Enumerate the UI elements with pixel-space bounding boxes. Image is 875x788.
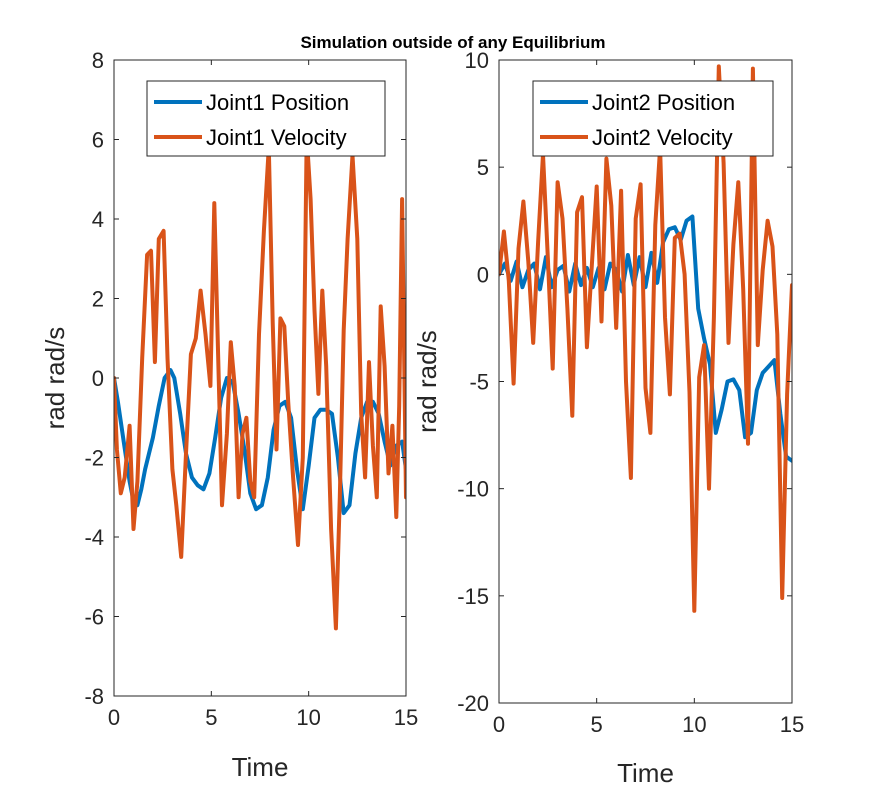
y-tick-label: 5 — [477, 155, 489, 180]
figure-title: Simulation outside of any Equilibrium — [300, 33, 605, 52]
legend-entry: Joint2 Velocity — [592, 125, 733, 150]
series-line-velocity — [114, 133, 406, 631]
legend-entry: Joint1 Velocity — [206, 125, 347, 150]
legend: Joint1 Position Joint1 Velocity — [146, 80, 386, 157]
y-axis-label: rad rad/s — [40, 327, 70, 430]
y-tick-label: 6 — [92, 128, 104, 153]
x-tick-label: 5 — [205, 705, 217, 730]
x-tick-label: 15 — [394, 705, 418, 730]
x-axis-label: Time — [617, 758, 674, 788]
right-subplot: 0 5 10 15 -20 -15 -10 -5 0 5 10 Time rad rad/s Joint2… — [412, 48, 804, 788]
y-tick-label: -2 — [84, 446, 104, 471]
y-axis-label: rad rad/s — [412, 330, 442, 433]
y-tick-label: -10 — [457, 477, 489, 502]
y-tick-label: 0 — [92, 366, 104, 391]
y-tick-label: 4 — [92, 207, 104, 232]
legend-entry: Joint2 Position — [592, 90, 735, 115]
y-tick-label: 2 — [92, 287, 104, 312]
y-tick-label: 0 — [477, 262, 489, 287]
y-tick-label: -5 — [469, 370, 489, 395]
y-tick-label: -8 — [84, 684, 104, 709]
y-tick-label: -6 — [84, 605, 104, 630]
series-group — [114, 133, 406, 631]
legend-box — [146, 80, 386, 157]
y-tick-label: -4 — [84, 525, 104, 550]
x-tick-label: 10 — [296, 705, 320, 730]
x-tick-label: 5 — [591, 712, 603, 737]
series-line-velocity — [499, 64, 792, 613]
x-tick-label: 0 — [493, 712, 505, 737]
x-tick-label: 10 — [682, 712, 706, 737]
series-group — [499, 64, 792, 613]
x-axis-label: Time — [232, 752, 289, 782]
y-tick-label: 8 — [92, 48, 104, 73]
y-tick-label: 10 — [465, 48, 489, 73]
left-subplot: 0 5 10 15 -8 -6 -4 -2 0 2 4 6 8 Time rad rad/s Joint1 P… — [40, 48, 418, 782]
legend-box — [532, 80, 774, 157]
legend-entry: Joint1 Position — [206, 90, 349, 115]
legend: Joint2 Position Joint2 Velocity — [532, 80, 774, 157]
x-tick-label: 0 — [108, 705, 120, 730]
y-tick-label: -15 — [457, 584, 489, 609]
x-tick-label: 15 — [780, 712, 804, 737]
series-line-position — [114, 368, 406, 516]
y-tick-label: -20 — [457, 691, 489, 716]
